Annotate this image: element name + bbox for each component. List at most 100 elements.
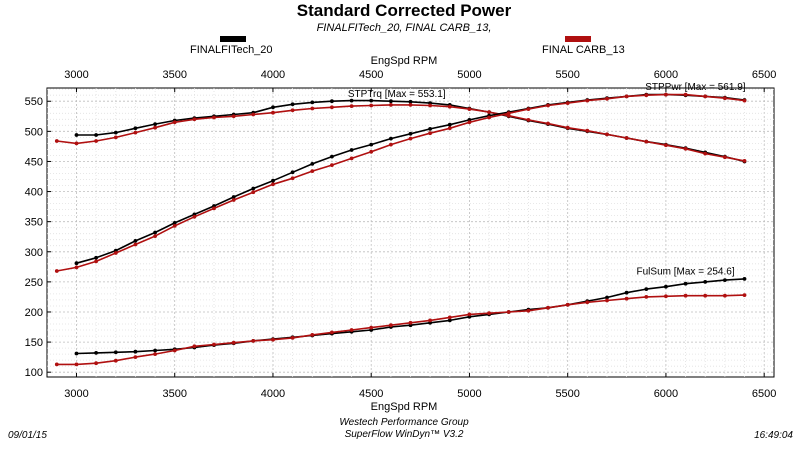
- series-annotation: STPTrq [Max = 553.1]: [348, 89, 446, 100]
- data-point-final-carb-13-fulsum: [231, 340, 236, 345]
- data-point-final-carb-13-stppwr: [212, 206, 216, 211]
- data-point-final-carb-13-fulsum: [310, 333, 315, 337]
- y-tick-label: 100: [25, 367, 43, 379]
- x-tick-label-bottom: 3000: [64, 388, 88, 400]
- data-point-final-carb-13-stppwr: [605, 96, 609, 101]
- data-point-final-carb-13-fulsum: [192, 344, 197, 349]
- legend: FINALFITech_20 FINAL CARB_13: [190, 36, 625, 56]
- data-point-final-carb-13-fulsum: [644, 295, 649, 299]
- data-point-finalfitech-20-stptrq: [330, 99, 334, 104]
- x-tick-label-bottom: 3500: [162, 388, 186, 400]
- data-point-finalfitech-20-stptrq: [408, 99, 413, 104]
- data-point-finalfitech-20-fulsum: [94, 351, 98, 355]
- data-point-final-carb-13-stptrq: [113, 135, 118, 140]
- data-point-final-carb-13-stptrq: [546, 121, 550, 126]
- x-tick-label-top: 6500: [752, 69, 776, 81]
- y-tick-label: 550: [25, 96, 43, 108]
- data-point-finalfitech-20-fulsum: [644, 287, 649, 291]
- data-point-final-carb-13-fulsum: [585, 300, 590, 305]
- legend-swatch-finalfitech: [220, 36, 246, 42]
- data-point-finalfitech-20-fulsum: [703, 280, 708, 284]
- data-point-final-carb-13-stppwr: [644, 93, 649, 98]
- data-point-final-carb-13-fulsum: [605, 298, 609, 303]
- data-point-finalfitech-20-stptrq: [310, 100, 315, 105]
- series-annotation: FulSum [Max = 254.6]: [637, 267, 735, 278]
- data-point-finalfitech-20-fulsum: [133, 349, 138, 354]
- x-tick-label-top: 5500: [555, 69, 579, 81]
- x-tick-label-top: 3000: [64, 69, 88, 81]
- footer-software: SuperFlow WinDyn™ V3.2: [345, 429, 464, 440]
- data-point-final-carb-13-stppwr: [369, 149, 374, 154]
- data-point-final-carb-13-stptrq: [742, 159, 747, 163]
- data-point-finalfitech-20-stppwr: [389, 136, 393, 141]
- data-point-final-carb-13-stptrq: [703, 151, 708, 156]
- data-point-final-carb-13-stppwr: [565, 101, 570, 105]
- data-point-final-carb-13-fulsum: [546, 305, 550, 310]
- data-point-finalfitech-20-fulsum: [447, 318, 452, 323]
- data-point-final-carb-13-stppwr: [113, 251, 118, 255]
- data-point-final-carb-13-stptrq: [565, 125, 570, 130]
- data-point-finalfitech-20-fulsum: [605, 295, 609, 300]
- data-point-final-carb-13-stptrq: [408, 103, 413, 107]
- data-point-final-carb-13-stptrq: [683, 146, 688, 151]
- data-point-final-carb-13-stppwr: [467, 120, 472, 125]
- data-point-final-carb-13-stptrq: [428, 103, 432, 108]
- data-point-final-carb-13-stptrq: [271, 110, 275, 115]
- series-annotation: STPPwr [Max = 561.9]: [645, 82, 746, 93]
- y-tick-label: 500: [25, 126, 43, 138]
- data-point-final-carb-13-stppwr: [546, 103, 550, 108]
- data-point-final-carb-13-stptrq: [664, 143, 668, 148]
- data-point-final-carb-13-fulsum: [290, 336, 295, 340]
- data-point-final-carb-13-stppwr: [310, 169, 315, 174]
- x-tick-label-top: 4500: [359, 69, 383, 81]
- data-point-final-carb-13-fulsum: [467, 312, 472, 317]
- footer-company: Westech Performance Group: [339, 417, 469, 428]
- data-point-final-carb-13-fulsum: [212, 342, 216, 347]
- data-point-final-carb-13-stptrq: [526, 118, 531, 122]
- data-point-final-carb-13-fulsum: [723, 293, 727, 298]
- data-point-final-carb-13-stptrq: [192, 117, 197, 122]
- data-point-finalfitech-20-stppwr: [94, 255, 98, 260]
- data-point-final-carb-13-stptrq: [369, 103, 374, 108]
- data-point-final-carb-13-fulsum: [703, 293, 708, 298]
- chart-subtitle: FINALFITech_20, FINAL CARB_13,: [317, 22, 492, 34]
- data-point-final-carb-13-stppwr: [290, 176, 295, 181]
- data-point-final-carb-13-stppwr: [664, 92, 668, 97]
- data-point-final-carb-13-stppwr: [624, 94, 629, 99]
- footer-date: 09/01/15: [8, 430, 47, 441]
- data-point-final-carb-13-stptrq: [153, 125, 158, 130]
- data-point-finalfitech-20-stppwr: [349, 148, 354, 152]
- data-point-final-carb-13-stptrq: [133, 130, 138, 135]
- data-point-finalfitech-20-stptrq: [290, 102, 295, 107]
- x-axis-label-top: EngSpd RPM: [371, 55, 438, 67]
- x-tick-label-top: 6000: [654, 69, 678, 81]
- data-point-final-carb-13-stppwr: [526, 107, 531, 111]
- data-point-finalfitech-20-stppwr: [251, 186, 256, 191]
- series-annotations: STPTrq [Max = 553.1] STPPwr [Max = 561.9]…: [348, 82, 746, 278]
- y-tick-label: 300: [25, 247, 43, 259]
- data-point-finalfitech-20-fulsum: [664, 284, 668, 289]
- series-line-final-carb-13-stppwr: [56, 93, 745, 272]
- data-point-final-carb-13-stppwr: [703, 94, 708, 99]
- series-line-final-carb-13-stptrq: [56, 104, 745, 162]
- data-point-finalfitech-20-stppwr: [231, 195, 236, 199]
- data-point-final-carb-13-stptrq: [231, 114, 236, 119]
- data-point-final-carb-13-fulsum: [389, 323, 393, 328]
- data-point-final-carb-13-fulsum: [487, 311, 491, 316]
- data-point-final-carb-13-stptrq: [644, 139, 649, 144]
- data-point-final-carb-13-stppwr: [408, 136, 413, 141]
- data-point-final-carb-13-stppwr: [330, 163, 334, 168]
- data-point-finalfitech-20-fulsum: [113, 350, 118, 355]
- data-point-finalfitech-20-stptrq: [349, 98, 354, 103]
- data-point-finalfitech-20-fulsum: [624, 290, 629, 295]
- data-point-finalfitech-20-stppwr: [310, 162, 315, 166]
- data-point-final-carb-13-fulsum: [369, 325, 374, 330]
- data-point-final-carb-13-fulsum: [428, 318, 432, 323]
- data-point-finalfitech-20-stppwr: [447, 122, 452, 127]
- data-point-final-carb-13-stptrq: [605, 132, 609, 137]
- data-point-final-carb-13-fulsum: [113, 358, 118, 363]
- y-tick-label: 350: [25, 217, 43, 229]
- x-tick-label-top: 3500: [162, 69, 186, 81]
- data-point-final-carb-13-stptrq: [290, 108, 295, 113]
- data-point-final-carb-13-stppwr: [487, 115, 491, 120]
